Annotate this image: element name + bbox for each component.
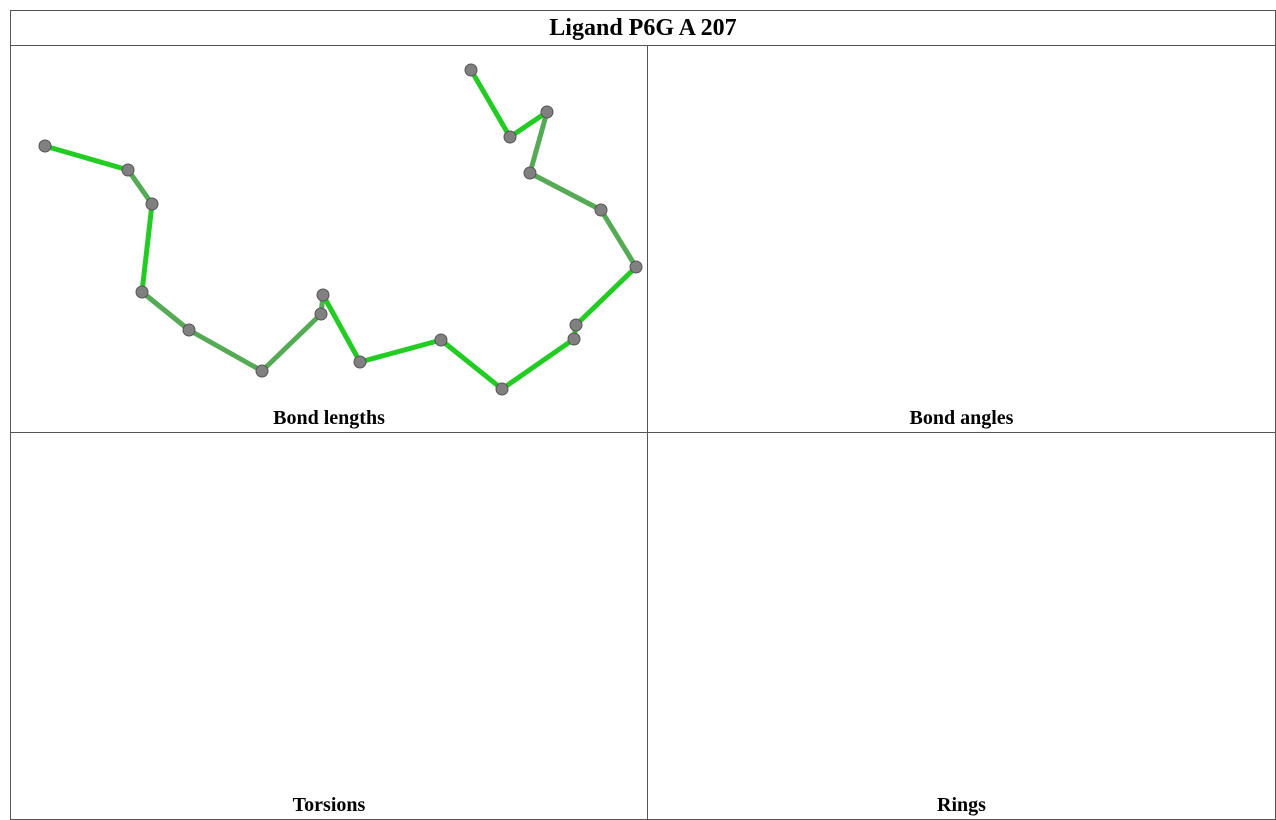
atom	[570, 319, 582, 331]
atom	[146, 198, 158, 210]
atom	[136, 286, 148, 298]
bond	[189, 330, 262, 371]
bond	[576, 267, 636, 325]
atom	[630, 261, 642, 273]
bond	[601, 210, 636, 267]
bond	[262, 314, 321, 371]
atom	[39, 140, 51, 152]
atom	[504, 131, 516, 143]
bond	[502, 339, 574, 389]
caption: Rings	[648, 794, 1275, 817]
atom	[541, 106, 553, 118]
atom	[524, 167, 536, 179]
bond	[360, 340, 441, 362]
panel: Bond lengths	[10, 45, 648, 433]
atom	[354, 356, 366, 368]
bond	[323, 295, 360, 362]
atom	[496, 383, 508, 395]
caption: Bond lengths	[11, 407, 647, 430]
panel: Rings	[647, 432, 1276, 820]
caption: Bond angles	[648, 407, 1275, 430]
panel: Bond angles	[647, 45, 1276, 433]
atom	[568, 333, 580, 345]
molecule	[11, 433, 647, 819]
atom	[595, 204, 607, 216]
atom	[315, 308, 327, 320]
atom	[465, 64, 477, 76]
atom	[317, 289, 329, 301]
title: Ligand P6G A 207	[10, 10, 1276, 46]
panel: Torsions	[10, 432, 648, 820]
atom	[183, 324, 195, 336]
bond	[142, 204, 152, 292]
page: Ligand P6G A 207 Bond lengths Bond angle…	[0, 0, 1276, 820]
bond	[142, 292, 189, 330]
bond	[441, 340, 502, 389]
bond	[530, 173, 601, 210]
molecule	[648, 46, 1275, 432]
caption: Torsions	[11, 794, 647, 817]
bond	[471, 70, 510, 137]
atom	[122, 164, 134, 176]
molecule	[648, 433, 1275, 819]
atom	[435, 334, 447, 346]
molecule	[11, 46, 647, 432]
bond	[45, 146, 128, 170]
atom	[256, 365, 268, 377]
